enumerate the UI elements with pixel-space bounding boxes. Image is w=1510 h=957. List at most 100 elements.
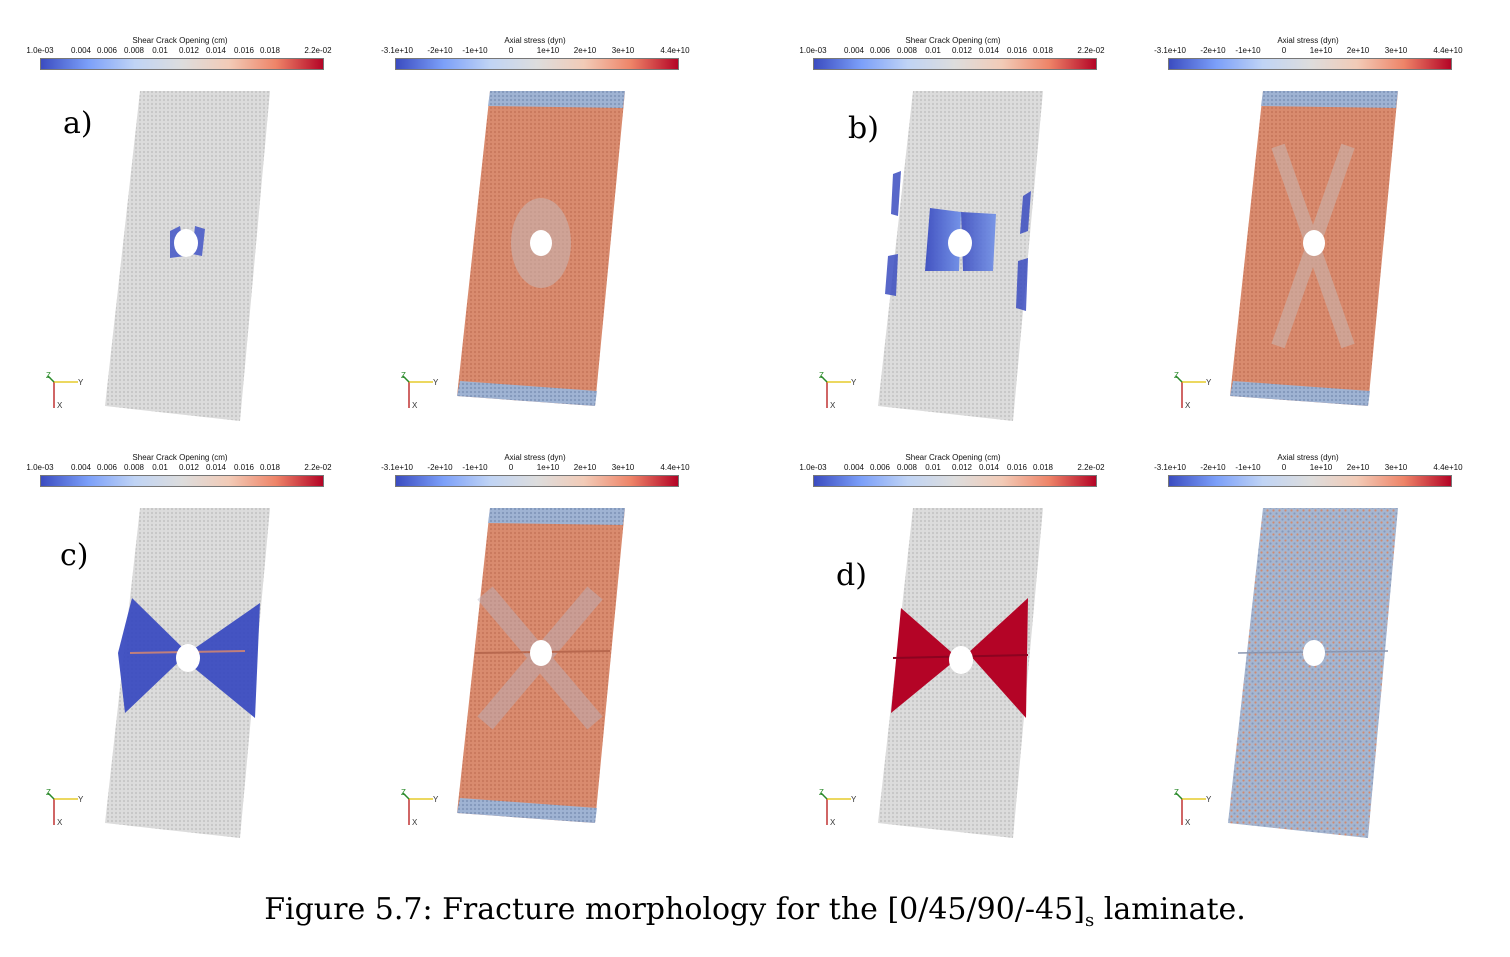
tick-label: 1.0e-03 — [799, 46, 827, 55]
tick-label: 0.012 — [951, 46, 973, 55]
colorbar-ticks: -3.1e+10 -2e+10 -1e+10 0 1e+10 2e+10 3e+… — [1154, 46, 1462, 56]
tick-label: 2e+10 — [573, 46, 597, 55]
axial-colorbar: Axial stress (dyn) -3.1e+10 -2e+10 -1e+1… — [1154, 36, 1463, 76]
colorbar-title: Shear Crack Opening (cm) — [132, 36, 228, 45]
axis-label-z: Z — [401, 789, 406, 797]
tick-label: -3.1e+10 — [1154, 46, 1186, 55]
tick-label: -2e+10 — [427, 46, 453, 55]
hole — [1303, 640, 1325, 666]
colorbar-title: Axial stress (dyn) — [504, 36, 566, 45]
tick-label: -1e+10 — [462, 46, 488, 55]
tick-label: 0.004 — [70, 46, 92, 55]
tick-label: 3e+10 — [611, 463, 635, 472]
axis-label-y: Y — [78, 378, 84, 387]
tick-label: 0.006 — [96, 46, 118, 55]
crack-region — [885, 171, 1031, 311]
panel-label-d: d) — [836, 558, 867, 593]
axis-label-x: X — [412, 401, 418, 410]
tick-label: 0.006 — [869, 46, 891, 55]
tick-label: 0.018 — [259, 463, 281, 472]
tick-label: -3.1e+10 — [381, 463, 413, 472]
colorbar-gradient — [40, 58, 324, 70]
tick-label: 0 — [508, 46, 514, 55]
tick-label: 2.2e-02 — [304, 463, 332, 472]
hole — [948, 229, 972, 257]
caption-subscript: s — [1084, 910, 1095, 931]
axis-label-z: Z — [819, 372, 824, 380]
colorbar-ticks: -3.1e+10 -2e+10 -1e+10 0 1e+10 2e+10 3e+… — [1154, 463, 1462, 473]
colorbar-title: Axial stress (dyn) — [1277, 453, 1339, 462]
tick-label: 0.01 — [152, 463, 168, 472]
colorbar-ticks: 1.0e-03 0.004 0.006 0.008 0.01 0.012 0.0… — [799, 463, 1104, 473]
tick-label: 1.0e-03 — [799, 463, 827, 472]
tick-label: 0.018 — [1032, 463, 1054, 472]
axes-triad: Z Y X — [401, 372, 439, 410]
axis-label-x: X — [1185, 818, 1191, 827]
tick-label: -2e+10 — [1200, 463, 1226, 472]
shear-colorbar: Shear Crack Opening (cm) 1.0e-03 0.004 0… — [26, 36, 332, 76]
tick-label: 2e+10 — [1346, 46, 1370, 55]
tick-label: 0.01 — [925, 46, 941, 55]
hole — [530, 640, 552, 666]
specimen-plate — [105, 508, 270, 838]
axial-colorbar: Axial stress (dyn) -3.1e+10 -2e+10 -1e+1… — [381, 36, 690, 76]
axis-label-x: X — [57, 401, 63, 410]
tick-label: 4.4e+10 — [1433, 463, 1463, 472]
shear-colorbar: Shear Crack Opening (cm) 1.0e-03 0.004 0… — [26, 453, 332, 493]
axis-label-z: Z — [46, 372, 51, 380]
hole — [174, 229, 198, 257]
tick-label: 0 — [1281, 463, 1287, 472]
figure-caption: Figure 5.7: Fracture morphology for the … — [0, 892, 1510, 931]
colorbar-title: Shear Crack Opening (cm) — [132, 453, 228, 462]
tick-label: 0.006 — [869, 463, 891, 472]
tick-label: 0.014 — [978, 46, 1000, 55]
axis-label-x: X — [57, 818, 63, 827]
tick-label: 1e+10 — [536, 46, 560, 55]
axes-triad: Z Y X — [1174, 372, 1212, 410]
tick-label: 0.016 — [1006, 46, 1028, 55]
tick-label: 3e+10 — [611, 46, 635, 55]
tick-label: 0 — [508, 463, 514, 472]
tick-label: 0.004 — [70, 463, 92, 472]
tick-label: 2e+10 — [573, 463, 597, 472]
colorbar-title: Axial stress (dyn) — [504, 453, 566, 462]
axis-label-y: Y — [851, 378, 857, 387]
colorbar-gradient — [395, 58, 679, 70]
panel-b-shear: Shear Crack Opening (cm) 1.0e-03 0.004 0… — [799, 36, 1183, 446]
axis-label-z: Z — [1174, 372, 1179, 380]
panel-b-axial: Axial stress (dyn) -3.1e+10 -2e+10 -1e+1… — [1154, 36, 1510, 446]
tick-label: 0.006 — [96, 463, 118, 472]
specimen-plate — [1230, 91, 1398, 406]
tick-label: 1.0e-03 — [26, 463, 54, 472]
panel-a-axial: Axial stress (dyn) -3.1e+10 -2e+10 -1e+1… — [381, 36, 765, 446]
colorbar-title: Shear Crack Opening (cm) — [905, 36, 1001, 45]
specimen-plate — [105, 91, 270, 421]
axis-label-z: Z — [401, 372, 406, 380]
tick-label: -2e+10 — [1200, 46, 1226, 55]
panel-label-c: c) — [60, 538, 89, 573]
tick-label: 0.012 — [951, 463, 973, 472]
axis-label-x: X — [1185, 401, 1191, 410]
tick-label: -1e+10 — [1235, 46, 1261, 55]
tick-label: 0.018 — [1032, 46, 1054, 55]
tick-label: 4.4e+10 — [1433, 46, 1463, 55]
shear-colorbar: Shear Crack Opening (cm) 1.0e-03 0.004 0… — [799, 36, 1105, 76]
axial-colorbar: Axial stress (dyn) -3.1e+10 -2e+10 -1e+1… — [1154, 453, 1463, 493]
tick-label: 0.008 — [896, 463, 918, 472]
axis-label-z: Z — [46, 789, 51, 797]
specimen-plate — [457, 508, 625, 823]
axis-label-y: Y — [1206, 378, 1212, 387]
axes-triad: Z Y X — [1174, 789, 1212, 827]
tick-label: 3e+10 — [1384, 46, 1408, 55]
axes-triad: Z Y X — [819, 789, 857, 827]
panel-label-b: b) — [848, 111, 879, 146]
tick-label: 3e+10 — [1384, 463, 1408, 472]
tick-label: -1e+10 — [462, 463, 488, 472]
axial-colorbar: Axial stress (dyn) -3.1e+10 -2e+10 -1e+1… — [381, 453, 690, 493]
specimen-plate — [878, 91, 1043, 421]
tick-label: 0.012 — [178, 46, 200, 55]
axes-triad: Z Y X — [819, 372, 857, 410]
shear-colorbar: Shear Crack Opening (cm) 1.0e-03 0.004 0… — [799, 453, 1105, 493]
tick-label: -3.1e+10 — [381, 46, 413, 55]
panel-d-shear: Shear Crack Opening (cm) 1.0e-03 0.004 0… — [799, 453, 1183, 863]
